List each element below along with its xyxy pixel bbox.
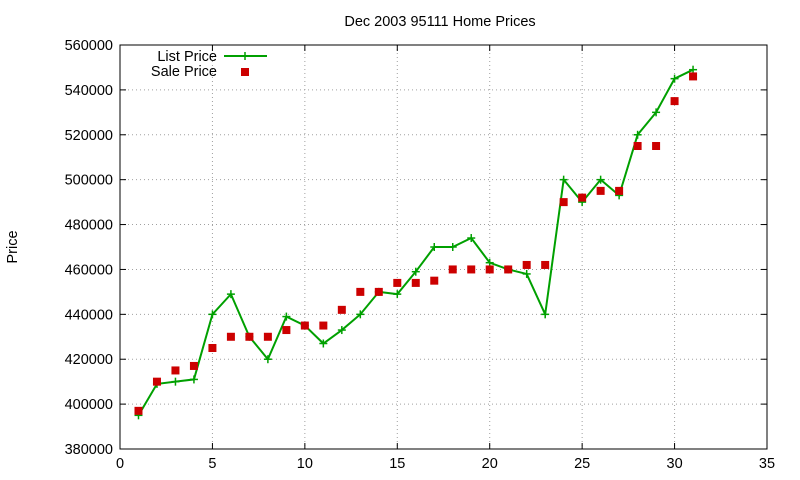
sale-price-point (226, 332, 235, 341)
sale-price-point (633, 142, 642, 150)
x-tick-label: 5 (208, 456, 216, 472)
list-price-point (541, 310, 550, 319)
x-tick-label: 0 (116, 456, 124, 472)
list-price-point (430, 243, 439, 251)
sale-price-point (578, 193, 587, 202)
list-price-point (559, 175, 568, 184)
sale-price-point (189, 361, 198, 370)
list-price-point (522, 269, 531, 278)
sale-price-point (263, 332, 272, 341)
list-price-point (208, 310, 217, 319)
tick-labels: 0 5 10 15 20 25 30 35 380000 400000 420000 440000 46… (65, 38, 775, 472)
list-price-point (411, 267, 420, 276)
x-tick-label: 35 (759, 456, 775, 472)
list-price-point (670, 74, 679, 83)
x-tick-label: 25 (574, 456, 590, 472)
legend-swatch-list-price (224, 52, 267, 60)
list-price-point (652, 108, 661, 117)
list-price-point (467, 234, 476, 243)
grid-lines (120, 45, 767, 449)
list-price-point (393, 290, 402, 299)
sale-price-point (208, 344, 217, 352)
legend-label-sale-price: Sale Price (151, 64, 217, 80)
list-price-point (319, 339, 328, 348)
list-price-point (263, 355, 272, 364)
y-tick-label: 460000 (65, 262, 113, 278)
list-price-point (633, 130, 642, 139)
sale-price-point (467, 265, 476, 274)
legend-square-marker (241, 68, 249, 76)
legend: List Price Sale Price (151, 49, 267, 80)
sale-price-point (652, 142, 661, 150)
list-price-point (337, 326, 346, 335)
sale-price-point (615, 186, 624, 195)
list-price-point (282, 312, 291, 321)
sale-price-point (245, 332, 254, 341)
sale-price-point (134, 406, 143, 415)
legend-plus-marker (241, 52, 249, 60)
list-price-point (596, 175, 605, 184)
list-price-point (226, 290, 235, 299)
sale-price-point (393, 278, 402, 287)
sale-price-point (504, 265, 513, 274)
list-price-point (485, 258, 494, 267)
x-tick-label: 15 (389, 456, 405, 472)
axis-ticks (119, 44, 768, 450)
legend-swatch-sale-price (241, 68, 249, 76)
list-price-point (189, 375, 198, 384)
sale-price-point (300, 321, 309, 330)
chart-title: Dec 2003 95111 Home Prices (344, 14, 535, 30)
y-axis-label: Price (5, 230, 21, 263)
sale-price-point (411, 278, 420, 287)
sale-price-point (430, 276, 439, 285)
sale-price-point (596, 186, 605, 195)
y-tick-label: 480000 (65, 218, 113, 234)
y-tick-label: 540000 (65, 83, 113, 99)
sale-price-point (374, 287, 383, 296)
x-tick-label: 20 (482, 456, 498, 472)
sale-price-point (319, 321, 328, 330)
sale-price-point (522, 260, 531, 269)
y-tick-label: 380000 (65, 442, 113, 458)
sale-price-point (448, 265, 457, 274)
list-price-point (171, 377, 180, 386)
sale-price-point (356, 287, 365, 296)
sale-price-point (171, 366, 180, 375)
sale-price-point (689, 72, 698, 81)
y-tick-label: 440000 (65, 307, 113, 323)
y-tick-label: 500000 (65, 173, 113, 189)
sale-price-point (559, 198, 568, 207)
list-price-line (137, 68, 694, 416)
series-layer (134, 65, 698, 420)
y-tick-label: 560000 (65, 38, 113, 54)
y-tick-label: 420000 (65, 352, 113, 368)
sale-price-point (152, 377, 161, 386)
sale-price-point (541, 260, 550, 269)
sale-price-point (337, 305, 346, 314)
list-price-point (448, 243, 457, 251)
y-tick-label: 400000 (65, 397, 113, 413)
y-tick-label: 520000 (65, 128, 113, 144)
sale-price-point (670, 97, 679, 106)
list-price-point (356, 310, 365, 319)
legend-label-list-price: List Price (157, 49, 217, 65)
x-tick-label: 30 (667, 456, 683, 472)
list-price-point (689, 65, 698, 74)
x-tick-label: 10 (297, 456, 313, 472)
sale-price-point (485, 265, 494, 274)
sale-price-point (282, 326, 291, 335)
plot-frame (119, 44, 768, 450)
